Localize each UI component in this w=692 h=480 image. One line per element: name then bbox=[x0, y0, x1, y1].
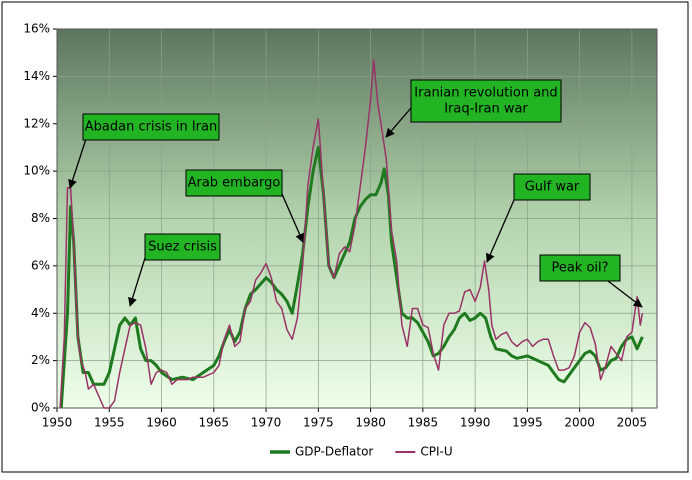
y-tick-label: 0% bbox=[31, 401, 50, 415]
annotation-arrow bbox=[68, 138, 87, 189]
x-tick-label: 1950 bbox=[42, 416, 73, 430]
x-tick-label: 1980 bbox=[355, 416, 386, 430]
annotation: Arab embargo bbox=[185, 169, 304, 243]
legend-label: CPI-U bbox=[420, 445, 452, 459]
x-tick-label: 2000 bbox=[564, 416, 595, 430]
annotation-arrow bbox=[607, 280, 643, 308]
annotation-box bbox=[410, 79, 562, 123]
annotation-text: Suez crisis bbox=[148, 240, 217, 255]
annotation-text: Gulf war bbox=[525, 180, 580, 195]
x-tick-label: 1960 bbox=[146, 416, 177, 430]
annotation: Gulf war bbox=[486, 173, 591, 263]
annotation-box bbox=[185, 169, 283, 197]
x-tick-label: 1965 bbox=[199, 416, 230, 430]
x-tick-label: 1955 bbox=[94, 416, 125, 430]
annotation-arrow bbox=[128, 257, 146, 307]
x-tick-label: 2005 bbox=[617, 416, 648, 430]
y-tick-label: 8% bbox=[31, 211, 50, 225]
annotation-box bbox=[82, 113, 220, 141]
legend-label: GDP-Deflator bbox=[295, 445, 373, 459]
annotation: Abadan crisis in Iran bbox=[68, 113, 220, 189]
annotation-arrow bbox=[385, 107, 412, 138]
x-tick-label: 1970 bbox=[251, 416, 282, 430]
y-tick-label: 10% bbox=[23, 164, 50, 178]
annotation-box bbox=[539, 254, 621, 282]
annotation-arrow bbox=[281, 193, 304, 243]
annotation-arrow bbox=[486, 199, 515, 263]
x-tick-label: 1975 bbox=[303, 416, 334, 430]
annotation-text: Iranian revolution and bbox=[414, 86, 557, 101]
line-series bbox=[59, 59, 644, 409]
y-tick-label: 2% bbox=[31, 353, 50, 367]
annotation-box bbox=[513, 173, 591, 201]
y-tick-label: 6% bbox=[31, 258, 50, 272]
y-tick-label: 12% bbox=[23, 116, 50, 130]
x-tick-label: 1990 bbox=[460, 416, 491, 430]
y-tick-label: 16% bbox=[23, 22, 50, 36]
annotation-text: Abadan crisis in Iran bbox=[85, 120, 217, 135]
annotation-text: Arab embargo bbox=[188, 176, 281, 191]
line-series bbox=[59, 145, 644, 409]
plot-border bbox=[56, 28, 658, 409]
y-tick-label: 14% bbox=[23, 69, 50, 83]
annotation: Peak oil? bbox=[539, 254, 643, 308]
y-tick-label: 4% bbox=[31, 306, 50, 320]
annotation: Suez crisis bbox=[128, 233, 221, 307]
x-tick-label: 1995 bbox=[512, 416, 543, 430]
x-tick-label: 1985 bbox=[408, 416, 439, 430]
annotation-text: Peak oil? bbox=[551, 261, 608, 276]
annotation-text: Iraq-Iran war bbox=[444, 102, 528, 117]
annotation-box bbox=[144, 233, 221, 261]
